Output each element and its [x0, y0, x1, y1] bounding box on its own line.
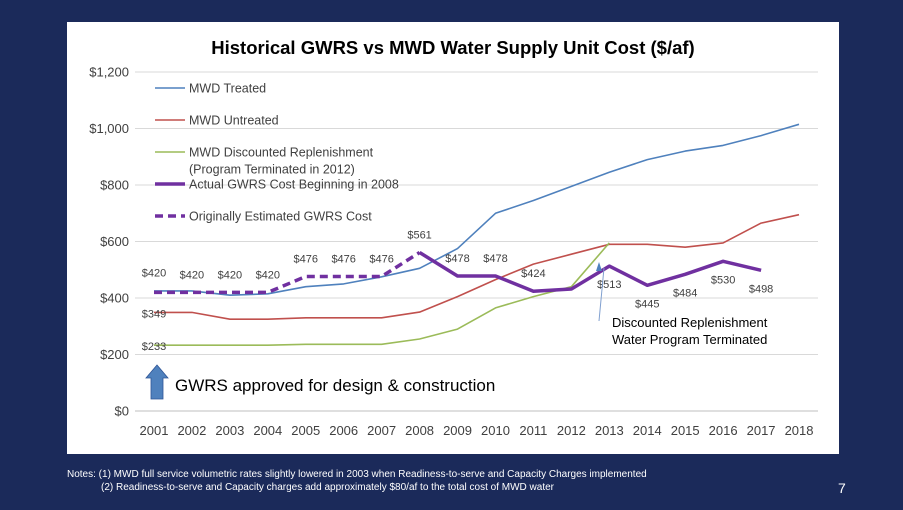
y-tick-label: $1,200	[89, 65, 129, 80]
data-label: $445	[635, 298, 659, 310]
data-label: $233	[142, 341, 166, 353]
x-tick-label: 2003	[215, 423, 244, 438]
x-tick-label: 2009	[443, 423, 472, 438]
x-tick-label: 2004	[253, 423, 282, 438]
x-tick-label: 2007	[367, 423, 396, 438]
x-tick-label: 2013	[595, 423, 624, 438]
data-label: $498	[749, 283, 773, 295]
data-label: $478	[483, 253, 507, 265]
data-label: $476	[331, 254, 355, 266]
note-line-2: (2) Readiness-to-serve and Capacity char…	[101, 482, 554, 493]
series-line-gwrs_estimated	[154, 251, 421, 295]
x-tick-label: 2011	[519, 423, 547, 438]
chart-title: Historical GWRS vs MWD Water Supply Unit…	[211, 37, 694, 58]
legend: MWD Treated MWD Untreated MWD Discounted R…	[155, 82, 399, 224]
series-lines	[154, 123, 800, 347]
data-label: $484	[673, 287, 697, 299]
data-label: $349	[142, 308, 166, 320]
terminated-pointer-arrowhead-icon	[596, 262, 602, 271]
up-arrow-icon	[145, 364, 169, 400]
y-tick-label: $800	[100, 178, 129, 193]
data-label: $561	[407, 230, 431, 242]
data-label: $420	[218, 269, 242, 281]
y-tick-label: $1,000	[89, 121, 129, 136]
chart-card: Historical GWRS vs MWD Water Supply Unit…	[67, 22, 839, 454]
x-tick-label: 2014	[633, 423, 662, 438]
legend-label-mwd_discounted-line2: (Program Terminated in 2012)	[189, 163, 355, 177]
page-number: 7	[838, 480, 846, 496]
x-tick-label: 2002	[177, 423, 206, 438]
data-label: $513	[597, 279, 621, 291]
x-tick-label: 2015	[671, 423, 700, 438]
grid-lines	[135, 71, 818, 355]
data-labels: $420 $420 $420 $420 $476 $476 $476 $561 $478 $478…	[142, 230, 774, 354]
x-tick-label: 2001	[140, 423, 169, 438]
series-line-gwrs_actual	[418, 251, 762, 293]
x-tick-label: 2018	[785, 423, 814, 438]
y-tick-label: $600	[100, 234, 129, 249]
x-tick-label: 2006	[329, 423, 358, 438]
x-tick-label: 2005	[291, 423, 320, 438]
data-label: $420	[256, 269, 280, 281]
data-label: $420	[142, 267, 166, 279]
data-label: $420	[180, 269, 204, 281]
data-label: $530	[711, 274, 735, 286]
x-tick-label: 2012	[557, 423, 586, 438]
data-label: $424	[521, 268, 545, 280]
legend-label-mwd_untreated: MWD Untreated	[189, 114, 279, 128]
series-line-mwd_discounted	[154, 242, 610, 347]
y-tick-label: $200	[100, 347, 129, 362]
axes: $0 $200 $400 $600 $800 $1,000 $1,200 2001 2002 20…	[89, 65, 818, 438]
x-tick-label: 2016	[709, 423, 738, 438]
footnotes: Notes: (1) MWD full service volumetric r…	[67, 468, 647, 494]
series-line-mwd_untreated	[154, 213, 800, 321]
note-line-1: Notes: (1) MWD full service volumetric r…	[67, 469, 647, 480]
x-tick-label: 2008	[405, 423, 434, 438]
data-label: $478	[445, 253, 469, 265]
legend-label-gwrs_actual: Actual GWRS Cost Beginning in 2008	[189, 178, 399, 192]
legend-label-mwd_treated: MWD Treated	[189, 82, 266, 96]
terminated-pointer-line	[598, 267, 605, 322]
legend-label-mwd_discounted: MWD Discounted Replenishment	[189, 146, 374, 160]
terminated-annotation-line2: Water Program Terminated	[612, 332, 767, 347]
x-tick-label: 2010	[481, 423, 510, 438]
terminated-annotation-line1: Discounted Replenishment	[612, 315, 768, 330]
legend-label-gwrs_estimated: Originally Estimated GWRS Cost	[189, 210, 372, 224]
x-tick-label: 2017	[747, 423, 776, 438]
data-label: $476	[294, 254, 318, 266]
gwrs-approved-annotation: GWRS approved for design & construction	[175, 376, 495, 395]
cost-line-chart: Historical GWRS vs MWD Water Supply Unit…	[89, 37, 818, 438]
y-tick-label: $0	[115, 404, 129, 419]
annotations: GWRS approved for design & construction …	[145, 262, 768, 400]
y-tick-label: $400	[100, 291, 129, 306]
data-label: $476	[369, 254, 393, 266]
